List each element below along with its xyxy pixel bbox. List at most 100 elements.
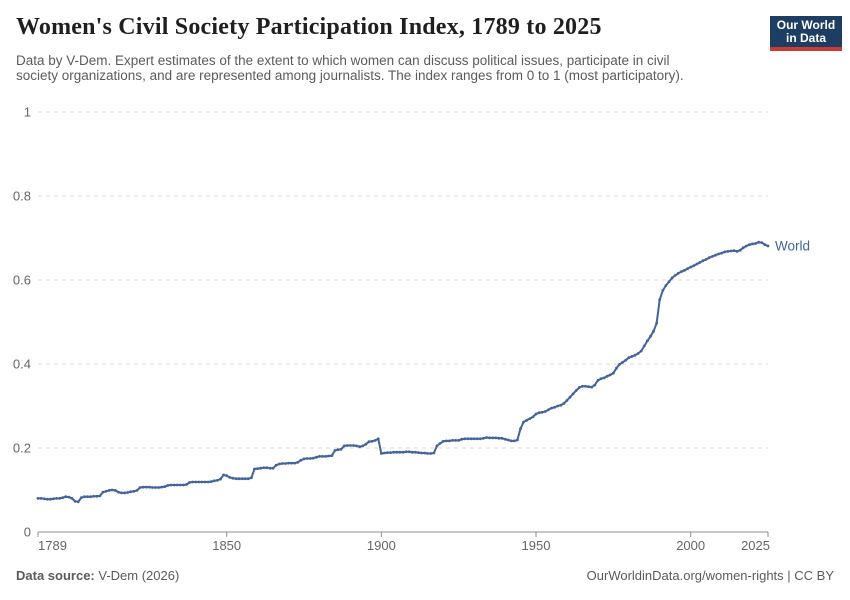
- data-point: [141, 485, 145, 489]
- y-tick-label: 0.4: [13, 357, 31, 372]
- data-point: [132, 489, 136, 493]
- data-point: [689, 265, 693, 269]
- data-point: [414, 450, 417, 454]
- data-point: [732, 249, 736, 253]
- data-point: [268, 466, 272, 470]
- data-point: [457, 439, 461, 442]
- data-point: [49, 497, 52, 501]
- data-point: [219, 477, 222, 481]
- page-title: Women's Civil Society Participation Inde…: [16, 14, 602, 40]
- data-point: [741, 246, 745, 250]
- x-tick-label: 1850: [212, 538, 241, 553]
- data-point: [655, 321, 658, 325]
- x-tick-label: 2000: [676, 538, 705, 553]
- data-point: [562, 402, 566, 405]
- data-point: [751, 242, 754, 246]
- data-point: [284, 462, 287, 465]
- data-point: [448, 439, 451, 443]
- data-point: [163, 485, 167, 488]
- data-point: [225, 474, 229, 478]
- data-point: [277, 462, 281, 466]
- data-point: [454, 439, 457, 442]
- data-point: [345, 444, 349, 447]
- data-point: [615, 366, 618, 370]
- owid-logo-box: Our World in Data: [770, 16, 842, 47]
- data-point: [482, 436, 485, 440]
- data-point: [630, 355, 634, 358]
- data-point: [358, 445, 362, 449]
- data-point: [553, 405, 556, 409]
- data-point: [581, 384, 584, 388]
- data-point: [39, 497, 43, 500]
- data-point: [308, 457, 312, 460]
- data-point: [627, 356, 631, 360]
- data-point: [717, 252, 720, 256]
- data-point: [42, 497, 46, 501]
- data-point: [602, 376, 606, 380]
- data-point: [723, 250, 727, 254]
- y-tick-label: 1: [24, 105, 31, 120]
- data-point: [565, 399, 569, 402]
- data-point: [222, 473, 226, 477]
- data-point: [311, 456, 315, 460]
- data-point: [652, 329, 655, 333]
- data-point: [55, 497, 58, 500]
- data-point: [605, 374, 609, 378]
- data-point: [574, 389, 578, 392]
- data-point: [302, 457, 306, 461]
- data-point: [95, 494, 99, 498]
- y-tick-label: 0.8: [13, 189, 31, 204]
- data-point: [593, 383, 597, 387]
- data-point: [491, 436, 495, 440]
- data-point: [212, 479, 216, 483]
- data-point: [92, 494, 96, 498]
- data-point: [73, 499, 77, 503]
- data-point: [281, 462, 284, 465]
- data-point: [117, 490, 120, 494]
- data-point: [710, 255, 714, 258]
- data-point: [466, 437, 470, 441]
- data-point: [262, 466, 266, 470]
- data-point: [395, 450, 399, 454]
- data-point: [234, 477, 238, 481]
- data-point: [670, 276, 674, 280]
- data-point: [519, 427, 522, 431]
- data-point: [361, 444, 365, 448]
- data-point: [259, 466, 263, 470]
- data-point: [636, 352, 640, 355]
- data-point: [571, 392, 575, 396]
- data-point: [639, 349, 643, 353]
- data-point: [203, 480, 207, 484]
- data-point: [120, 491, 123, 495]
- data-point: [243, 477, 247, 481]
- data-point: [401, 450, 405, 454]
- data-point: [423, 451, 427, 455]
- data-point: [692, 264, 696, 268]
- data-point: [342, 444, 346, 448]
- data-point: [658, 298, 662, 302]
- data-point: [113, 489, 117, 492]
- data-point: [367, 440, 371, 444]
- data-point: [200, 480, 204, 484]
- data-point: [197, 480, 201, 484]
- data-point: [373, 439, 377, 442]
- data-point: [299, 458, 303, 462]
- data-point: [624, 358, 628, 362]
- data-point: [315, 455, 318, 459]
- data-point: [135, 489, 139, 492]
- data-point: [543, 410, 547, 413]
- data-point: [547, 408, 550, 412]
- data-point: [157, 486, 161, 489]
- chart-footer: Data source: V-Dem (2026) OurWorldinData…: [16, 568, 834, 583]
- data-source-note: Data source: V-Dem (2026): [16, 568, 179, 583]
- y-tick-label: 0: [24, 525, 31, 540]
- data-point: [463, 437, 467, 441]
- data-point: [417, 451, 420, 454]
- data-point: [509, 439, 513, 443]
- attribution-note: OurWorldinData.org/women-rights | CC BY: [586, 568, 834, 583]
- data-point: [169, 483, 173, 487]
- data-point: [760, 241, 764, 245]
- owid-logo-line2: in Data: [785, 30, 826, 45]
- data-point: [336, 448, 340, 452]
